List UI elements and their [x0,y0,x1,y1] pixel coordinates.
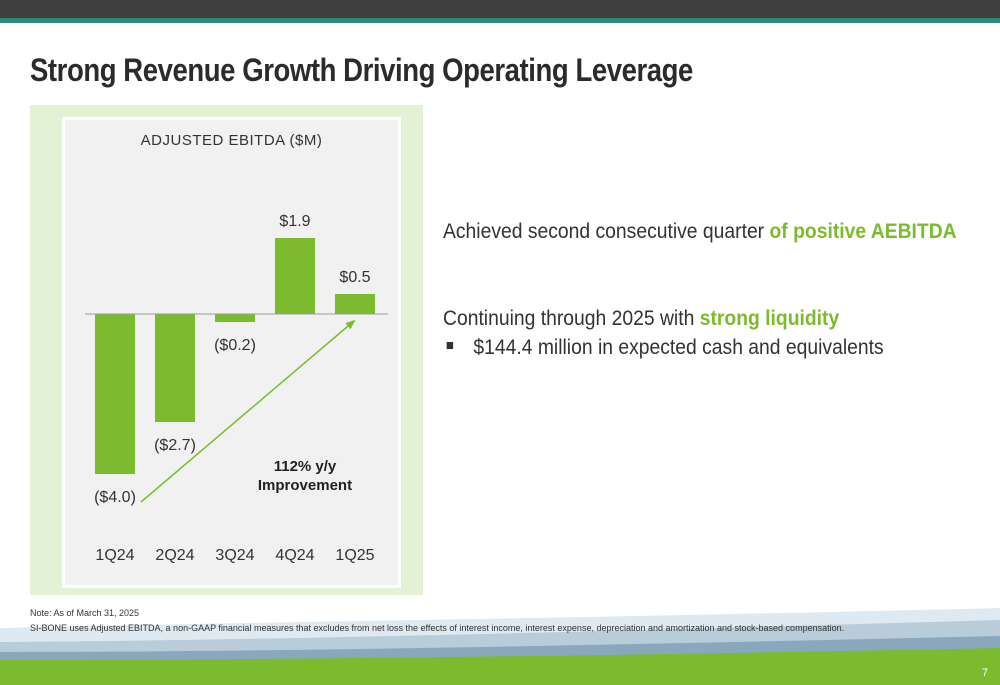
footnote-nongaap: SI-BONE uses Adjusted EBITDA, a non-GAAP… [30,623,845,633]
bar-1q24 [95,314,135,474]
tick-label-3q24: 3Q24 [215,547,254,564]
footnote-date: Note: As of March 31, 2025 [30,608,140,618]
page-number: 7 [981,667,988,679]
footnotes: Note: As of March 31, 2025 SI-BONE uses … [30,606,844,636]
data-label-1q25: $0.5 [339,269,370,286]
chart-area: ADJUSTED EBITDA ($M) ($4.0) 1Q24 ($2.7) 2Q2… [62,117,401,588]
annotation-line: 112% y/y [274,458,337,475]
chart-panel: ADJUSTED EBITDA ($M) ($4.0) 1Q24 ($2.7) 2Q2… [30,105,423,595]
sub-point-text: $144.4 million in expected cash and equi… [473,336,884,359]
improvement-arrow [140,319,356,503]
data-label-2q24: ($2.7) [154,437,196,454]
top-bar [0,0,1000,18]
bar-3q24 [215,314,255,322]
sub-point-cash: $144.4 million in expected cash and equi… [443,336,884,360]
data-label-3q24: ($0.2) [214,337,256,354]
footer-decoration [0,608,1000,685]
point-text: Continuing through 2025 with [443,307,700,330]
point-strong-liquidity: Continuing through 2025 with strong liqu… [443,307,839,331]
bar-2q24 [155,314,195,422]
point-highlight: strong liquidity [699,307,840,330]
chart-title: ADJUSTED EBITDA ($M) [140,132,323,149]
tick-label-2q24: 2Q24 [155,547,194,564]
data-label-4q24: $1.9 [279,213,310,230]
page-title: Strong Revenue Growth Driving Operating … [30,52,693,88]
tick-label-1q25: 1Q25 [335,547,374,564]
annotation-line: Improvement [258,477,352,494]
top-accent-line [0,18,1000,23]
point-highlight: of positive AEBITDA [769,220,957,243]
tick-label-4q24: 4Q24 [275,547,314,564]
tick-label-1q24: 1Q24 [95,547,134,564]
data-label-1q24: ($4.0) [94,489,136,506]
ebitda-bar-chart: ($4.0) 1Q24 ($2.7) 2Q24 ($0.2) 3Q24 $1.9 4Q24 $0… [85,213,388,564]
square-bullet-icon [446,342,454,350]
bar-1q25 [335,294,375,314]
point-positive-aebitda: Achieved second consecutive quarter of p… [443,220,957,244]
point-text: Achieved second consecutive quarter [443,220,770,243]
bar-4q24 [275,238,315,314]
